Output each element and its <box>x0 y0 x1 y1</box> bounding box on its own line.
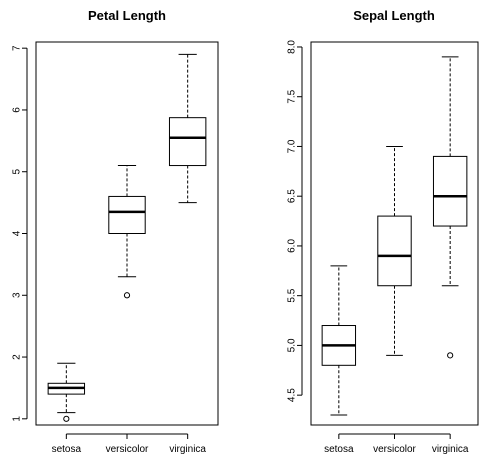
chart-title: Sepal Length <box>353 8 435 23</box>
y-tick-label: 7.0 <box>287 139 298 153</box>
y-tick-label: 7 <box>12 45 23 51</box>
y-tick-label: 6.0 <box>287 239 298 253</box>
iqr-box <box>168 117 207 167</box>
box-versicolor <box>108 165 146 299</box>
outlier-point <box>447 352 454 359</box>
x-tick-label: virginica <box>169 444 206 454</box>
x-tick-label: versicolor <box>106 444 149 454</box>
y-tick-label: 5.0 <box>287 338 298 352</box>
box-setosa <box>47 362 86 422</box>
y-tick-label: 4 <box>12 230 23 236</box>
plot-frame <box>35 41 219 426</box>
y-tick-label: 1 <box>12 416 23 422</box>
outlier-point <box>63 415 70 422</box>
y-tick-label: 3 <box>12 292 23 298</box>
plot-frame <box>310 41 479 426</box>
x-tick-label: virginica <box>432 444 469 454</box>
box-setosa <box>321 265 357 416</box>
y-tick-label: 7.5 <box>287 89 298 103</box>
box-virginica <box>432 56 468 359</box>
outlier-point <box>123 292 131 299</box>
y-tick-label: 4.5 <box>287 388 298 402</box>
chart-title: Petal Length <box>88 8 166 23</box>
box-virginica <box>168 53 207 204</box>
x-tick-label: setosa <box>52 444 82 454</box>
panel-2: Sepal Length 4.5 5.0 5.5 6.0 6.5 7.0 7.5 8.0 seto… <box>287 8 479 454</box>
y-tick-label: 5.5 <box>287 288 298 302</box>
y-tick-label: 6 <box>12 107 23 113</box>
y-tick-label: 8.0 <box>287 40 298 54</box>
box-versicolor <box>377 145 412 356</box>
x-tick-label: versicolor <box>373 444 416 454</box>
y-tick-label: 5 <box>12 169 23 175</box>
iqr-box <box>432 155 468 227</box>
y-tick-label: 2 <box>12 354 23 360</box>
iqr-box <box>377 215 412 287</box>
x-tick-label: setosa <box>324 444 354 454</box>
panel-1: Petal Length 1 2 3 4 5 6 7 setosa versicolor virgi… <box>12 8 219 454</box>
y-tick-label: 6.5 <box>287 189 298 203</box>
iqr-box <box>108 195 146 235</box>
